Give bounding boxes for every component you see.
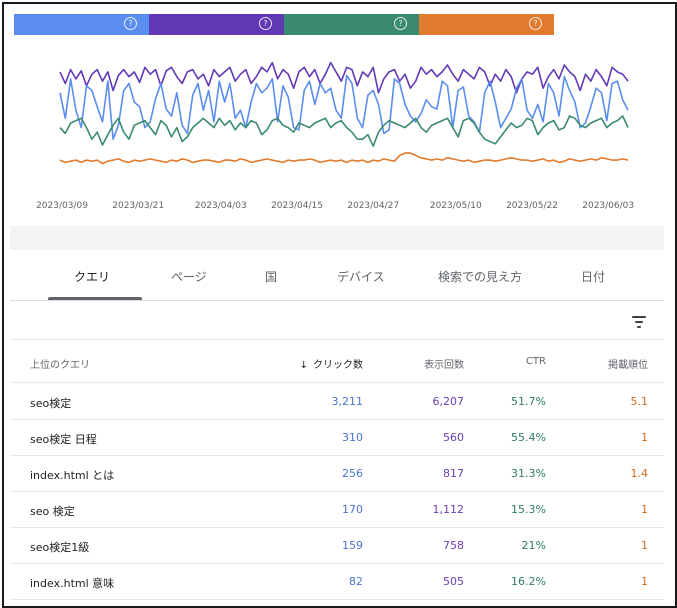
clicks-cell: 159: [342, 539, 363, 552]
impressions-cell: 6,207: [432, 395, 465, 408]
clicks-cell: 170: [342, 503, 363, 516]
x-tick-label: 2023/05/22: [506, 201, 558, 211]
x-tick-label: 2023/04/15: [271, 201, 323, 211]
x-tick-label: 2023/03/09: [36, 201, 88, 211]
metric-tab-position[interactable]: ?: [419, 14, 554, 35]
x-tick-label: 2023/06/03: [582, 201, 634, 211]
ctr-cell: 55.4%: [511, 431, 546, 444]
tab-dates[interactable]: 日付: [581, 270, 606, 284]
sort-descending-icon: ↓: [299, 360, 308, 371]
tab-devices[interactable]: デバイス: [337, 270, 385, 284]
column-header-position[interactable]: 掲載順位: [608, 360, 648, 371]
position-cell: 5.1: [630, 395, 649, 408]
query-cell: seo 検定: [30, 505, 75, 518]
x-tick-label: 2023/05/10: [430, 201, 482, 211]
clicks-cell: 310: [342, 431, 363, 444]
query-cell: seo検定1級: [30, 541, 90, 554]
help-icon[interactable]: ?: [124, 17, 137, 30]
impressions-cell: 758: [443, 539, 464, 552]
dimension-tabs: クエリ ページ 国 デバイス 検索での見え方 日付: [10, 250, 664, 301]
table-row[interactable]: seo 検定 170 1,112 15.3% 1: [10, 491, 664, 528]
table-row[interactable]: seo検定 日程 310 560 55.4% 1: [10, 419, 664, 456]
section-gap: [10, 226, 664, 250]
column-header-clicks-label: クリック数: [313, 360, 363, 371]
column-header-clicks[interactable]: ↓ クリック数: [300, 356, 363, 371]
clicks-cell: 3,211: [331, 395, 364, 408]
help-icon[interactable]: ?: [394, 17, 407, 30]
tab-pages[interactable]: ページ: [171, 270, 207, 284]
series-line-1: [59, 74, 629, 140]
ctr-cell: 51.7%: [511, 395, 546, 408]
position-cell: 1: [641, 503, 648, 516]
help-icon[interactable]: ?: [259, 17, 272, 30]
column-header-impressions[interactable]: 表示回数: [424, 360, 464, 371]
table-header: 上位のクエリ ↓ クリック数 表示回数 CTR 掲載順位: [10, 340, 664, 383]
clicks-cell: 82: [349, 575, 363, 588]
column-header-ctr[interactable]: CTR: [525, 356, 546, 367]
x-tick-label: 2023/03/21: [112, 201, 164, 211]
table-row[interactable]: seo検定 3,211 6,207 51.7% 5.1: [10, 383, 664, 420]
column-header-query: 上位のクエリ: [30, 360, 90, 371]
query-cell: index.html 意味: [30, 577, 115, 590]
performance-line-chart: 2023/03/09 2023/03/21 2023/04/03 2023/04/15…: [36, 61, 634, 211]
position-cell: 1: [641, 431, 648, 444]
ctr-cell: 15.3%: [511, 503, 546, 516]
series-line-0: [59, 61, 629, 94]
series-line-3: [59, 152, 629, 165]
performance-chart-card: ? ? ? ? 2023/03/09 2023/03/21 2023/04/03 20…: [10, 8, 664, 226]
tab-queries[interactable]: クエリ: [74, 270, 111, 284]
query-cell: index.html とは: [30, 469, 115, 482]
impressions-cell: 817: [443, 467, 464, 480]
position-cell: 1.4: [630, 467, 649, 480]
metric-tab-ctr[interactable]: ?: [284, 14, 419, 35]
impressions-cell: 560: [443, 431, 464, 444]
metric-tab-clicks[interactable]: ?: [14, 14, 149, 35]
impressions-cell: 1,112: [432, 503, 465, 516]
table-row[interactable]: index.html 意味 82 505 16.2% 1: [10, 563, 664, 600]
filter-toolbar: [10, 301, 664, 340]
ctr-cell: 21%: [521, 539, 546, 552]
impressions-cell: 505: [443, 575, 464, 588]
table-row[interactable]: seo検定1級 159 758 21% 1: [10, 527, 664, 564]
query-cell: seo検定 日程: [30, 433, 97, 446]
clicks-cell: 256: [342, 467, 363, 480]
filter-icon[interactable]: [632, 316, 646, 328]
position-cell: 1: [641, 539, 648, 552]
table-row[interactable]: index.html とは 256 817 31.3% 1.4: [10, 455, 664, 492]
help-icon[interactable]: ?: [529, 17, 542, 30]
active-tab-indicator: [48, 297, 142, 300]
position-cell: 1: [641, 575, 648, 588]
metric-tab-impressions[interactable]: ?: [149, 14, 284, 35]
data-table-card: クエリ ページ 国 デバイス 検索での見え方 日付 上位のクエリ ↓ クリック数 …: [10, 250, 664, 602]
query-cell: seo検定: [30, 397, 72, 410]
tab-search-appearance[interactable]: 検索での見え方: [438, 270, 523, 284]
series-line-2: [59, 115, 629, 147]
ctr-cell: 16.2%: [511, 575, 546, 588]
x-tick-label: 2023/04/27: [347, 201, 399, 211]
tab-countries[interactable]: 国: [265, 270, 278, 284]
ctr-cell: 31.3%: [511, 467, 546, 480]
metric-tab-strip: ? ? ? ?: [14, 14, 554, 35]
x-tick-label: 2023/04/03: [195, 201, 247, 211]
